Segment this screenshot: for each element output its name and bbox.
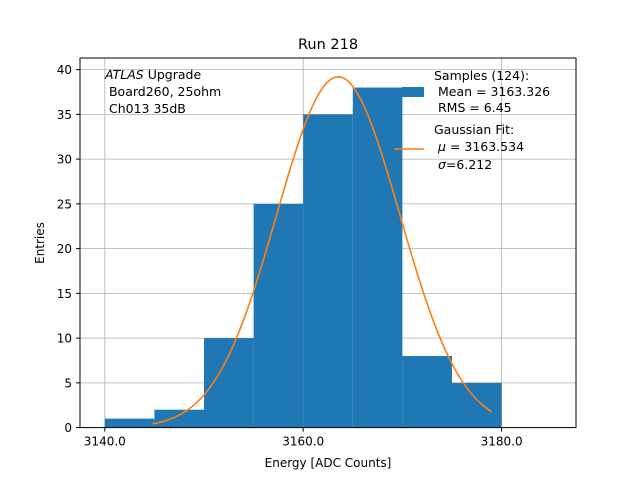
y-tick-label: 20 [57, 242, 72, 256]
histogram-bar [104, 418, 155, 428]
legend-fit-mu: μ = 3163.534 [437, 139, 524, 154]
y-axis-label: Entries [33, 222, 47, 264]
y-tick-label: 0 [64, 421, 72, 435]
y-tick-label: 5 [64, 376, 72, 390]
histogram-bar [253, 203, 304, 428]
x-tick-label: 3180.0 [481, 435, 523, 449]
y-tick-label: 35 [57, 108, 72, 122]
mu-symbol: μ [437, 139, 446, 154]
y-tick-label: 25 [57, 197, 72, 211]
mu-value: = 3163.534 [446, 139, 524, 154]
sigma-symbol: σ [438, 157, 447, 172]
chart-title: Run 218 [298, 37, 358, 53]
legend: Samples (124): Mean = 3163.326 RMS = 6.4… [394, 68, 550, 172]
atlas-label: ATLAS [104, 67, 144, 82]
gaussian-fit-curve [152, 76, 493, 425]
x-tick-label: 3140.0 [84, 435, 126, 449]
legend-samples-line-2: Mean = 3163.326 [434, 84, 550, 99]
atlas-annotation: ATLAS Upgrade Board260, 25ohm Ch013 35dB [104, 67, 221, 116]
axis-ticks: 3140.0 3160.0 3180.0 0 5 10 15 20 25 30 35 40 [57, 63, 523, 448]
annotation-line-2: Board260, 25ohm [105, 84, 221, 99]
legend-samples-line-3: RMS = 6.45 [434, 100, 512, 115]
y-tick-label: 40 [57, 63, 72, 77]
axes-frame [79, 57, 577, 429]
y-tick-label: 30 [57, 153, 72, 167]
legend-fit-line-1: Gaussian Fit: [434, 122, 514, 137]
y-tick-label: 10 [57, 332, 72, 346]
histogram-bar [204, 338, 254, 428]
x-tick-label: 3160.0 [282, 435, 324, 449]
y-tick-label: 15 [57, 287, 72, 301]
histogram-bar [352, 87, 403, 428]
histogram-bar [154, 409, 204, 428]
histogram-bar [402, 356, 452, 428]
annotation-line-3: Ch013 35dB [105, 101, 186, 116]
legend-samples-swatch [402, 87, 424, 97]
sigma-value: =6.212 [446, 157, 492, 172]
x-axis-label: Energy [ADC Counts] [265, 456, 392, 470]
legend-samples-line-1: Samples (124): [434, 68, 529, 83]
annotation-line-1: ATLAS Upgrade [104, 67, 201, 82]
legend-fit-sigma: σ=6.212 [438, 157, 492, 172]
histogram-bar [452, 382, 502, 428]
upgrade-label: Upgrade [144, 67, 202, 82]
histogram-bar [303, 114, 353, 428]
